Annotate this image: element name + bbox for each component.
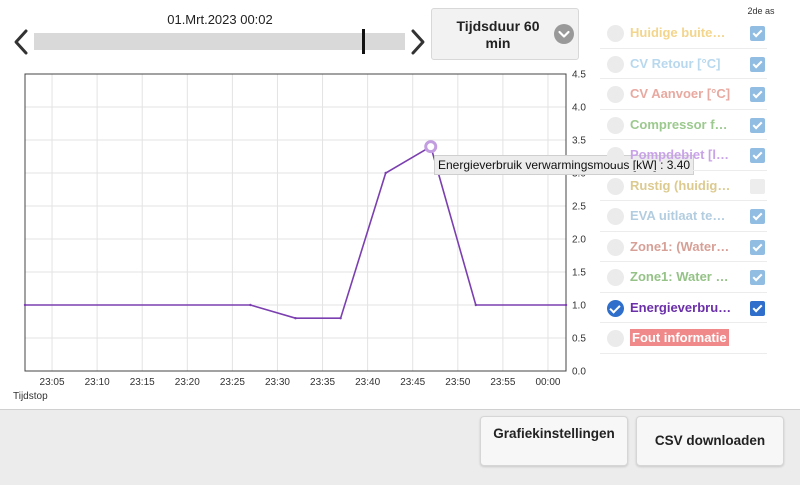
legend-item[interactable]: EVA uitlaat temperatuur <box>600 201 795 232</box>
legend-item-label: CV Retour [°C] <box>630 55 721 71</box>
legend-item[interactable]: Rustig (huidige status) <box>600 171 795 202</box>
data-point[interactable] <box>249 303 252 307</box>
y-tick-label: 2.5 <box>572 202 586 213</box>
second-axis-checkbox[interactable] <box>750 300 765 316</box>
x-tick-label: 00:00 <box>535 377 560 388</box>
line-chart[interactable]: 4.54.03.53.02.52.01.51.00.50.0 23:0523:1… <box>0 62 600 407</box>
second-axis-checkbox[interactable] <box>750 117 765 133</box>
legend-item[interactable]: Huidige buitentemperatuur <box>600 18 795 49</box>
second-axis-checkbox[interactable] <box>750 270 765 285</box>
y-tick-label: 3.5 <box>572 136 586 147</box>
x-tick-label: 23:20 <box>175 377 200 388</box>
x-axis-title: Tijdstop <box>13 391 48 402</box>
x-tick-label: 23:10 <box>85 377 110 388</box>
radio-icon[interactable] <box>607 147 624 164</box>
series-points <box>23 140 568 320</box>
x-tick-label: 23:55 <box>490 377 515 388</box>
legend-item[interactable]: Zone1: Water temperatuur <box>600 262 795 293</box>
data-point[interactable] <box>23 303 27 307</box>
data-point[interactable] <box>384 171 387 175</box>
legend-item[interactable]: Pompdebiet [l/min] <box>600 140 795 171</box>
selected-radio-icon[interactable] <box>607 299 624 317</box>
y-tick-label: 0.5 <box>572 334 586 345</box>
second-axis-checkbox[interactable] <box>750 148 765 163</box>
y-tick-label: 0.0 <box>572 367 586 378</box>
data-point[interactable] <box>564 303 568 307</box>
previous-period-arrow-icon[interactable] <box>12 28 30 56</box>
radio-icon[interactable] <box>607 269 624 286</box>
series-legend: Huidige buitentemperatuur CV Retour [°C] C… <box>600 18 795 354</box>
legend-item-label: Fout informatie <box>630 329 729 346</box>
x-tick-label: 23:40 <box>355 377 380 388</box>
radio-icon[interactable] <box>607 208 624 225</box>
legend-item[interactable]: CV Aanvoer [°C] <box>600 79 795 110</box>
x-tick-label: 23:50 <box>445 377 470 388</box>
radio-icon[interactable] <box>607 330 624 347</box>
legend-item-label: EVA uitlaat temperatuur <box>630 208 732 223</box>
data-point[interactable] <box>474 303 478 307</box>
x-tick-label: 23:35 <box>310 377 335 388</box>
time-slider[interactable] <box>34 29 405 54</box>
legend-item-label: Energieverbruik verwarmingsmodus <box>630 299 732 315</box>
x-tick-label: 23:15 <box>130 377 155 388</box>
duration-dropdown[interactable]: Tijdsduur 60 min <box>431 8 579 60</box>
x-tick-label: 23:25 <box>220 377 245 388</box>
y-tick-label: 2.0 <box>572 235 586 246</box>
second-axis-checkbox[interactable] <box>750 56 765 72</box>
legend-item[interactable]: Compressor frequentie <box>600 110 795 141</box>
chart-settings-button[interactable]: Grafiekinstellingen <box>480 416 628 466</box>
second-axis-heading: 2de as <box>747 6 775 16</box>
data-point[interactable] <box>339 317 342 320</box>
legend-item-label: Zone1: Water temperatuur <box>630 269 732 284</box>
csv-download-button[interactable]: CSV downloaden <box>636 416 784 466</box>
x-tick-label: 23:30 <box>265 377 290 388</box>
x-axis-ticks: 23:05 23:10 23:15 23:20 23:25 23:30 23:35 23:40… <box>40 377 561 388</box>
radio-icon[interactable] <box>607 86 624 103</box>
radio-icon[interactable] <box>607 238 624 256</box>
time-slider-thumb[interactable] <box>362 29 365 54</box>
legend-item[interactable]: Energieverbruik verwarmingsmodus <box>600 293 795 324</box>
radio-icon[interactable] <box>607 25 624 42</box>
y-tick-label: 1.5 <box>572 268 586 279</box>
chart-panel: 01.Mrt.2023 00:02 Tijdsduur 60 min 4.5 4.… <box>0 0 800 410</box>
second-axis-checkbox[interactable] <box>750 26 765 41</box>
legend-item-label: Pompdebiet [l/min] <box>630 147 732 162</box>
radio-icon[interactable] <box>607 55 624 73</box>
legend-item-label: Compressor frequentie <box>630 116 732 132</box>
y-axis-ticks: 4.54.03.53.02.52.01.51.00.50.0 <box>572 70 586 378</box>
legend-item[interactable]: Fout informatie <box>600 323 795 354</box>
legend-item-label: Zone1: (Water temperatuur) <box>630 238 732 254</box>
series-line-energieverbruik[interactable] <box>25 145 566 320</box>
legend-item[interactable]: CV Retour [°C] <box>600 49 795 80</box>
second-axis-checkbox[interactable] <box>750 239 765 255</box>
legend-item-label: Huidige buitentemperatuur <box>630 25 732 40</box>
legend-item-label: Rustig (huidige status) <box>630 177 732 193</box>
chart-grid <box>25 73 566 372</box>
y-tick-label: 1.0 <box>572 301 586 312</box>
second-axis-checkbox[interactable] <box>750 87 765 102</box>
next-period-arrow-icon[interactable] <box>409 28 427 56</box>
radio-icon[interactable] <box>607 116 624 134</box>
x-tick-label: 23:05 <box>40 377 65 388</box>
data-point[interactable] <box>294 317 297 320</box>
legend-item[interactable]: Zone1: (Water temperatuur) <box>600 232 795 263</box>
current-date-label: 01.Mrt.2023 00:02 <box>167 12 273 27</box>
y-tick-label: 4.5 <box>572 70 586 81</box>
y-tick-label: 4.0 <box>572 103 586 114</box>
second-axis-checkbox[interactable] <box>750 178 765 194</box>
radio-icon[interactable] <box>607 177 624 195</box>
legend-item-label: CV Aanvoer [°C] <box>630 86 731 101</box>
highlighted-data-point[interactable] <box>424 140 438 154</box>
plot-area-frame <box>24 73 567 372</box>
duration-dropdown-label: Tijdsduur 60 min <box>456 18 540 51</box>
chevron-down-icon <box>554 24 574 44</box>
x-tick-label: 23:45 <box>400 377 425 388</box>
second-axis-checkbox[interactable] <box>750 209 765 224</box>
